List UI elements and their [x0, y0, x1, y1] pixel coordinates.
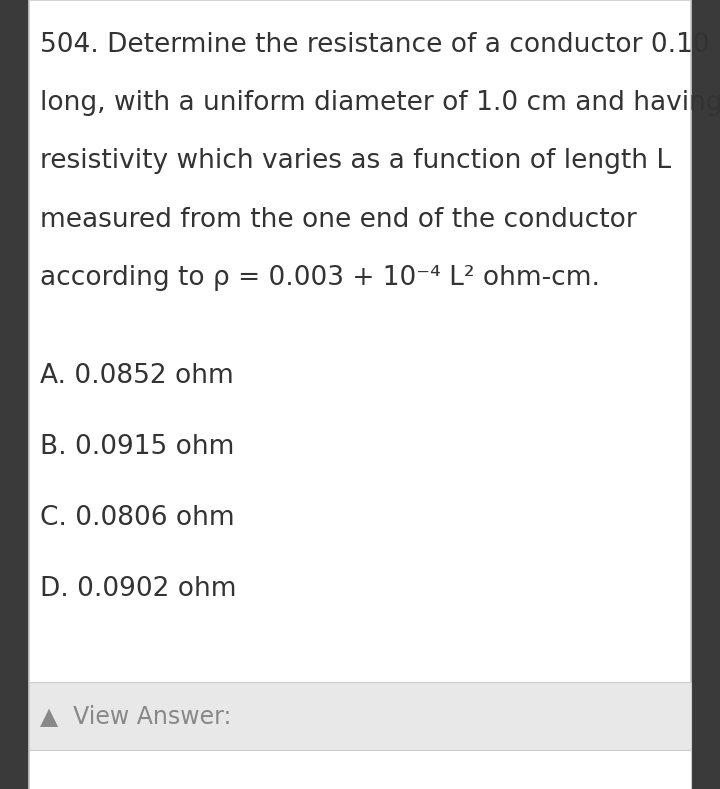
FancyBboxPatch shape — [29, 750, 691, 789]
Text: long, with a uniform diameter of 1.0 cm and having a: long, with a uniform diameter of 1.0 cm … — [40, 90, 720, 116]
Text: C. 0.0806 ohm: C. 0.0806 ohm — [40, 505, 234, 531]
FancyBboxPatch shape — [29, 0, 691, 789]
Text: measured from the one end of the conductor: measured from the one end of the conduct… — [40, 207, 636, 233]
Text: A. 0.0852 ohm: A. 0.0852 ohm — [40, 363, 233, 389]
Text: resistivity which varies as a function of length L: resistivity which varies as a function o… — [40, 148, 671, 174]
FancyBboxPatch shape — [29, 682, 691, 750]
Text: according to ρ = 0.003 + 10⁻⁴ L² ohm-cm.: according to ρ = 0.003 + 10⁻⁴ L² ohm-cm. — [40, 265, 600, 291]
Text: D. 0.0902 ohm: D. 0.0902 ohm — [40, 576, 236, 602]
Text: ▲  View Answer:: ▲ View Answer: — [40, 704, 231, 728]
Text: 504. Determine the resistance of a conductor 0.10 m: 504. Determine the resistance of a condu… — [40, 32, 720, 58]
Text: B. 0.0915 ohm: B. 0.0915 ohm — [40, 434, 234, 460]
